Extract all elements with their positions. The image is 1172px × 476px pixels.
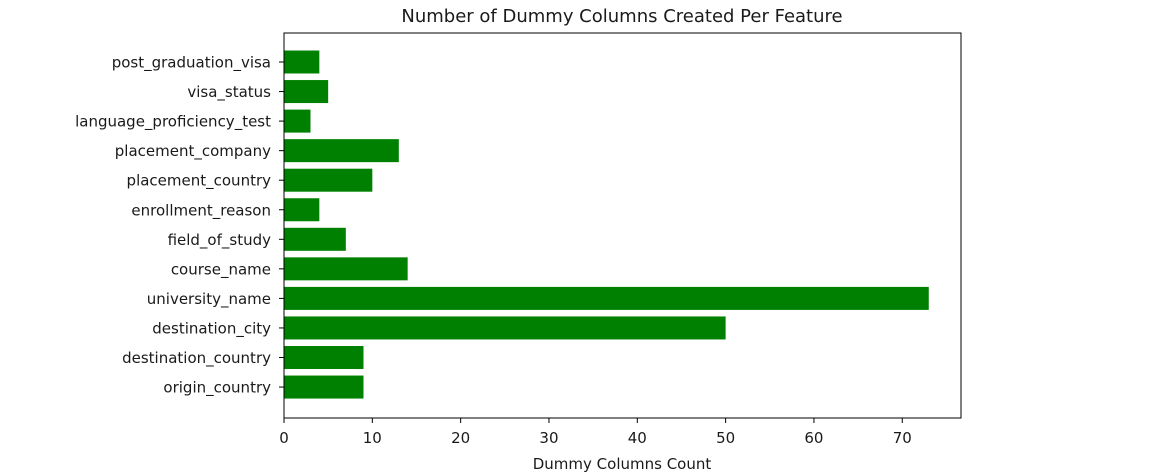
bar-destination-country — [284, 346, 364, 369]
y-tick-label: course_name — [171, 260, 271, 279]
y-tick-label: placement_country — [127, 172, 272, 191]
x-tick-label: 60 — [804, 429, 823, 447]
bar-field-of-study — [284, 227, 346, 251]
x-tick-label: 20 — [451, 429, 470, 447]
x-axis-label: Dummy Columns Count — [533, 455, 712, 472]
x-tick-label: 40 — [628, 429, 647, 447]
bars-layer — [284, 50, 929, 399]
y-tick-label: language_proficiency_test — [75, 113, 271, 132]
y-tick-label: origin_country — [163, 379, 271, 398]
y-tick-label: visa_status — [187, 83, 271, 102]
x-tick-label: 70 — [893, 429, 912, 447]
x-tick-label: 30 — [539, 429, 558, 447]
x-axis-ticks: 0 10 20 30 40 50 60 70 — [279, 418, 912, 447]
bar-placement-company — [284, 139, 399, 163]
y-tick-label: destination_city — [152, 319, 271, 338]
bar-course-name — [284, 257, 408, 281]
y-tick-label: field_of_study — [168, 231, 272, 250]
bar-visa-status — [284, 80, 329, 104]
y-tick-label: destination_country — [122, 349, 271, 368]
x-tick-label: 0 — [279, 429, 289, 447]
y-tick-label: placement_company — [115, 142, 271, 161]
bar-placement-country — [284, 168, 373, 192]
y-tick-label: post_graduation_visa — [112, 54, 271, 73]
bar-destination-city — [284, 316, 726, 340]
bar-post-graduation-visa — [284, 50, 320, 74]
y-axis-ticks: origin_country destination_country destina… — [75, 54, 284, 398]
x-tick-label: 50 — [716, 429, 735, 447]
y-tick-label: enrollment_reason — [131, 201, 271, 220]
y-tick-label: university_name — [147, 290, 271, 309]
bar-enrollment-reason — [284, 198, 320, 222]
plot-frame — [283, 32, 962, 419]
chart-title: Number of Dummy Columns Created Per Feat… — [401, 6, 842, 27]
bar-origin-country — [284, 375, 364, 399]
bar-university-name — [284, 286, 929, 310]
bar-language-proficiency-test — [284, 109, 311, 133]
x-tick-label: 10 — [363, 429, 382, 447]
